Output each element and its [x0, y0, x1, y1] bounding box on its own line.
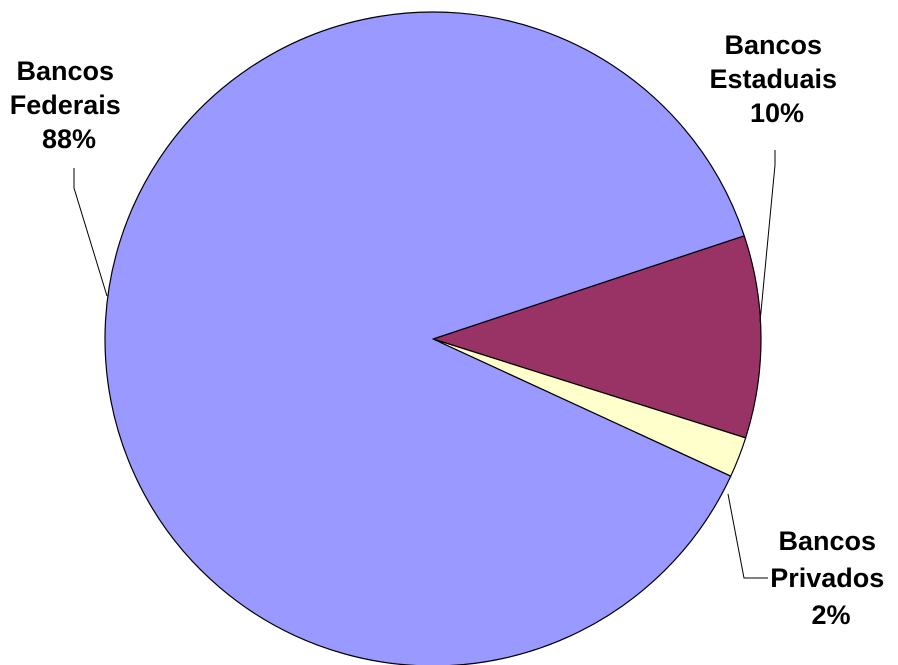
- pie-slice-federais: [104, 11, 745, 665]
- label-privados-line-2: Privados: [770, 563, 884, 593]
- leader-line-privados: [727, 493, 768, 579]
- leader-line-estaduais: [759, 150, 776, 323]
- pie-slice-estaduais: [432, 235, 762, 439]
- label-privados-value: 2%: [811, 600, 850, 630]
- label-federais-line-1: Bancos: [16, 56, 114, 86]
- label-privados-line-1: Bancos: [778, 526, 876, 556]
- slices-layer: [104, 11, 762, 665]
- label-estaduais-line-1: Bancos: [724, 30, 822, 60]
- label-estaduais: Bancos Estaduais 10%: [709, 30, 844, 128]
- leader-line-federais: [73, 168, 108, 297]
- leader-lines-layer: [73, 150, 776, 579]
- label-privados: Bancos Privados 2%: [770, 526, 892, 630]
- label-estaduais-value: 10%: [750, 98, 804, 128]
- label-federais-value: 88%: [42, 124, 96, 154]
- label-estaduais-line-2: Estaduais: [709, 64, 837, 94]
- label-federais-line-2: Federais: [10, 90, 121, 120]
- label-federais: Bancos Federais 88%: [10, 56, 129, 154]
